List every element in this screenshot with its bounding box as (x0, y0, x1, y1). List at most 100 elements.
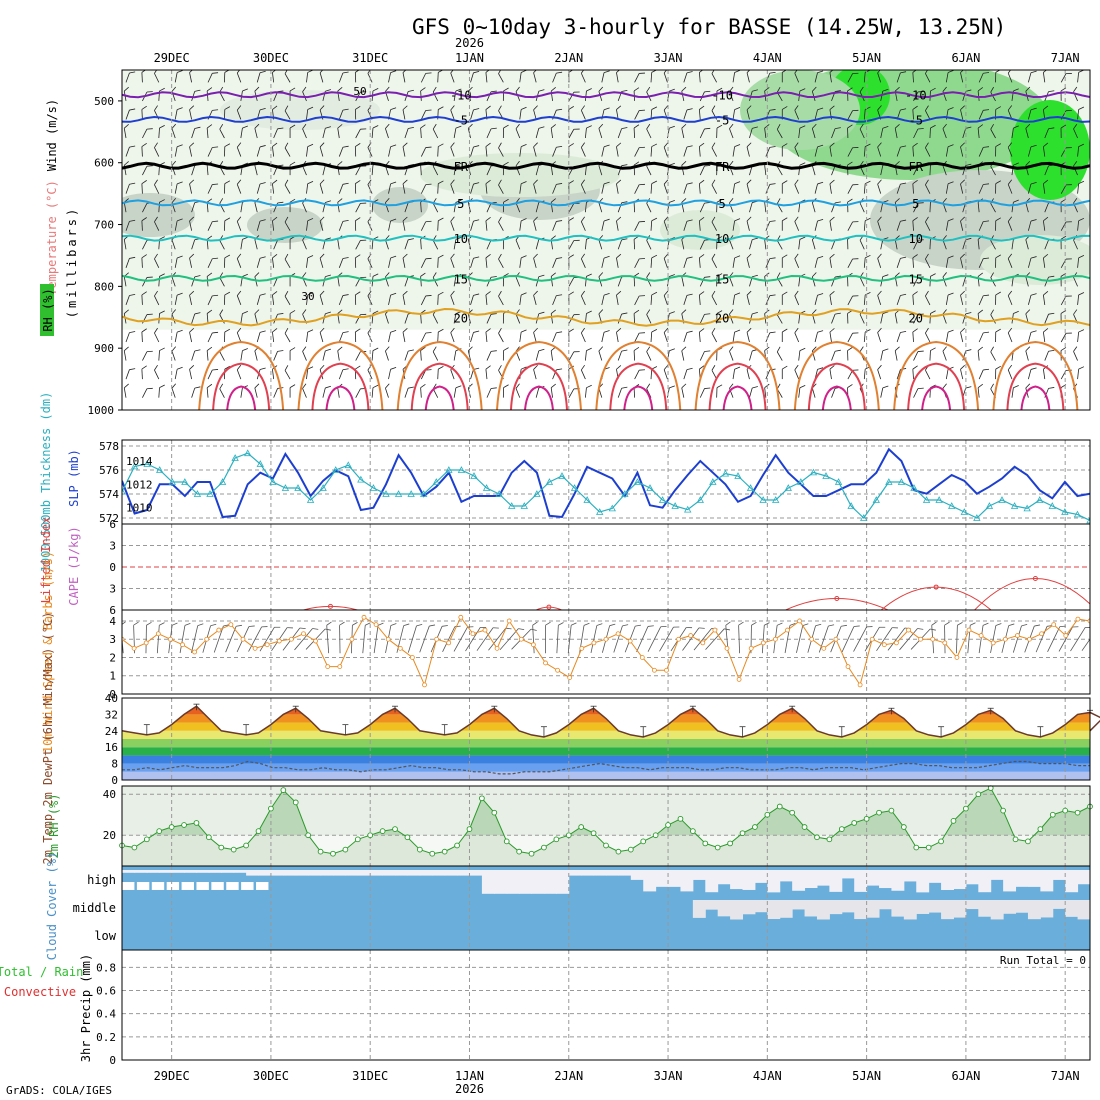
barb-staff (1060, 184, 1067, 194)
wind-barb (729, 309, 734, 324)
barb-staff (420, 350, 422, 361)
barb-feather (947, 144, 954, 148)
barb-feather (1066, 184, 1072, 186)
barb-staff (355, 166, 361, 176)
barb-staff (896, 184, 901, 194)
wind-barb (289, 310, 296, 324)
barb-staff (355, 388, 361, 398)
barb-feather (983, 368, 990, 371)
rh-point (305, 832, 312, 839)
wind-barb (877, 364, 882, 380)
wind-barb (207, 257, 219, 268)
wind-barb (322, 126, 331, 139)
barb-feather (912, 365, 918, 370)
barb-feather (530, 628, 537, 631)
barb-feather (882, 274, 889, 277)
barb-staff (794, 295, 800, 306)
barb-staff (896, 72, 901, 83)
barb-feather (769, 183, 776, 185)
barb-staff (388, 72, 391, 83)
barb-staff (1025, 128, 1029, 139)
wind-barb (1027, 256, 1037, 268)
barb-staff (617, 239, 622, 250)
barb-feather (912, 217, 918, 222)
precip-tick-label: 0 (109, 1054, 116, 1067)
barb-feather (425, 109, 432, 111)
bottom-date-label: 4JAN (753, 1069, 782, 1083)
barb-feather (633, 161, 640, 166)
barb-feather (580, 290, 585, 297)
wind10m-point (664, 667, 669, 673)
wind-barb (617, 127, 628, 139)
wind-barb (732, 181, 741, 194)
wind-barb (550, 383, 556, 398)
barb-feather (1066, 73, 1072, 75)
barb-feather (686, 293, 693, 296)
barb-feather (176, 255, 183, 259)
wind-barb (486, 350, 497, 361)
wind-barb (650, 329, 658, 343)
wind-barb (420, 124, 426, 139)
wind-barb (683, 330, 693, 343)
wind-barb (794, 327, 800, 343)
wind10m-point (470, 631, 476, 637)
thickness-point (520, 502, 528, 509)
barb-feather (681, 346, 687, 352)
wind-barb (256, 219, 266, 231)
barb-staff (1073, 351, 1078, 361)
barb-staff (254, 202, 258, 213)
li-tick-label: 3 (109, 583, 116, 596)
barb-staff (863, 183, 866, 194)
wind-barb (617, 238, 628, 250)
barb-staff (633, 202, 636, 213)
wind-barb (125, 368, 136, 380)
barb-feather (699, 328, 705, 333)
barb-feather (716, 273, 723, 277)
wind-barb (646, 309, 652, 324)
thickness-point (910, 484, 918, 491)
wind-barb (420, 383, 426, 398)
barb-staff (847, 147, 853, 157)
wind-barb (616, 253, 622, 268)
wind-barb (1094, 200, 1100, 214)
barb-feather (829, 142, 835, 147)
barb-staff (322, 350, 326, 361)
barb-feather (1060, 235, 1067, 240)
barb-staff (256, 258, 261, 268)
barb-staff (322, 276, 326, 287)
wind-barb (681, 86, 687, 101)
barb-feather (651, 217, 658, 222)
barb-feather (390, 70, 397, 73)
rh-point (156, 828, 163, 834)
barb-feather (390, 144, 397, 148)
run-total-label: Run Total = 0 (1000, 954, 1086, 967)
bottom-date-label: 1JAN (455, 1069, 484, 1083)
wind-barb (633, 309, 640, 324)
wind-barb (990, 124, 996, 139)
barb-feather (490, 350, 497, 352)
cloud-high-gap (308, 870, 322, 876)
barb-staff (254, 165, 258, 176)
thickness-point (922, 496, 931, 503)
barb-staff (189, 109, 193, 120)
thickness-point (985, 502, 994, 509)
barb-staff (470, 183, 474, 194)
wind-barb (995, 328, 1001, 343)
barb-feather (1078, 106, 1085, 110)
barb-feather (633, 272, 640, 277)
barb-staff (990, 351, 996, 361)
barb-feather (990, 346, 994, 352)
barb-staff (978, 221, 984, 231)
wind-barb (141, 217, 147, 231)
wind-barb (990, 86, 996, 102)
wind-barb (1060, 332, 1072, 343)
cloud-high-gap (841, 870, 855, 879)
barb-feather (485, 142, 491, 147)
barb-feather (633, 346, 640, 351)
wind-barb (781, 143, 788, 157)
barb-feather (982, 622, 989, 626)
barb-feather (639, 183, 645, 186)
barb-feather (503, 161, 509, 166)
barb-staff (219, 351, 225, 361)
wind-barb (584, 88, 592, 101)
